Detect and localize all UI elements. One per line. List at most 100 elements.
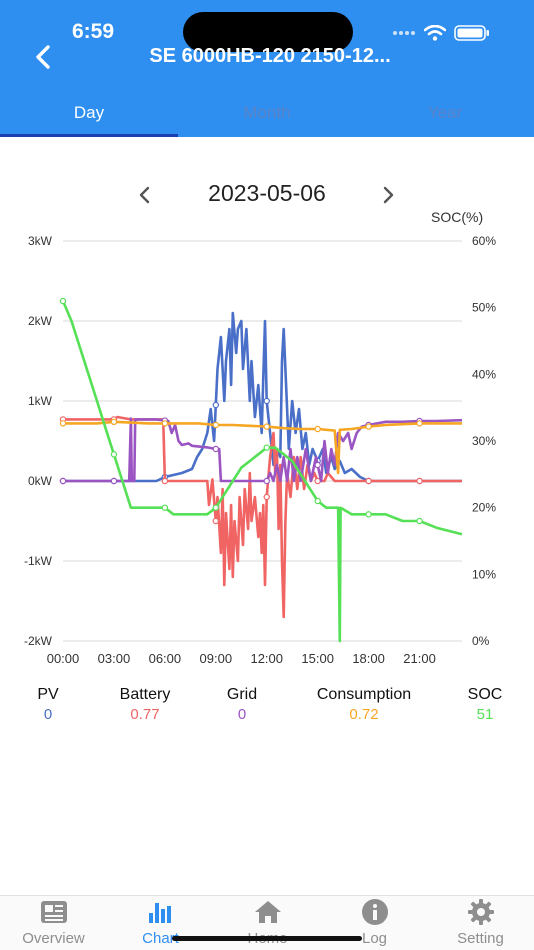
tab-year[interactable]: Year — [427, 102, 463, 122]
tab-month[interactable]: Month — [243, 102, 291, 122]
tabbar-item-setting[interactable]: Setting — [427, 898, 534, 947]
y-right-tick-label: 50% — [472, 301, 496, 315]
tabbar-label: Log — [361, 930, 388, 947]
home-icon — [254, 901, 281, 923]
legend-grid[interactable]: Grid 0 — [212, 686, 272, 723]
status-time: 6:59 — [72, 20, 115, 43]
legend-pv[interactable]: PV 0 — [20, 686, 76, 723]
x-tick-label: 18:00 — [352, 651, 385, 666]
tabbar-item-chart[interactable]: Chart — [107, 898, 214, 947]
data-point-consumption — [365, 423, 372, 430]
bar-chart-icon — [148, 903, 171, 923]
tabbar-item-overview[interactable]: Overview — [0, 898, 107, 947]
chevron-right-icon — [383, 186, 394, 204]
series-line-grid — [63, 417, 463, 483]
legend-name: SOC — [467, 686, 503, 703]
y-right-tick-label: 30% — [472, 434, 496, 448]
y-left-tick-label: 3kW — [28, 234, 53, 248]
selected-date: 2023-05-06 — [208, 180, 326, 206]
data-point-grid — [110, 477, 118, 485]
next-date-button[interactable] — [373, 180, 403, 210]
y-left-tick-label: -2kW — [24, 634, 53, 648]
data-point-grid — [314, 461, 321, 469]
y-left-tick-label: -1kW — [24, 554, 53, 568]
app-header: 6:59 SE 6000HB-120 2150-12... Day Month … — [0, 0, 534, 137]
x-tick-label: 00:00 — [47, 651, 80, 666]
signal-dots-icon — [393, 31, 415, 35]
data-point-consumption — [263, 423, 270, 430]
legend-name: PV — [37, 686, 59, 703]
legend-soc[interactable]: SOC 51 — [458, 686, 512, 723]
gear-icon — [467, 899, 494, 925]
y-left-tick-label: 1kW — [28, 394, 53, 408]
data-point-grid — [59, 477, 67, 485]
data-point-soc — [59, 297, 67, 305]
x-tick-label: 21:00 — [403, 651, 436, 666]
legend-value: 0.77 — [130, 706, 160, 723]
chevron-left-icon — [139, 186, 150, 204]
data-point-soc — [263, 444, 270, 451]
data-point-consumption — [110, 418, 118, 425]
tabbar-label: Setting — [457, 930, 504, 947]
data-point-soc — [365, 511, 372, 518]
x-tick-label: 09:00 — [200, 651, 233, 666]
x-tick-label: 03:00 — [98, 651, 131, 666]
y-right-tick-label: 0% — [472, 634, 490, 648]
data-point-soc — [110, 451, 118, 458]
legend-value: 0 — [237, 706, 247, 723]
legend-name: Battery — [119, 686, 171, 703]
page-title: SE 6000HB-120 2150-12... — [149, 45, 391, 67]
legend-battery[interactable]: Battery 0.77 — [106, 686, 184, 723]
tabbar-item-log[interactable]: Log — [321, 898, 428, 947]
tab-day[interactable]: Day — [0, 88, 178, 137]
data-point-consumption — [416, 420, 423, 427]
home-indicator — [172, 936, 362, 941]
series-line-consumption — [63, 420, 462, 475]
data-point-grid — [263, 477, 270, 485]
y-right-axis-label: SOC(%) — [431, 209, 483, 225]
legend-value: 0 — [43, 706, 53, 723]
period-tabs: Day Month Year — [0, 88, 534, 137]
data-point-pv — [263, 397, 270, 405]
data-point-consumption — [161, 420, 169, 427]
data-point-soc — [314, 497, 321, 505]
previous-date-button[interactable] — [130, 180, 160, 210]
x-tick-label: 15:00 — [301, 651, 334, 666]
y-right-tick-label: 20% — [472, 501, 496, 515]
data-point-battery — [263, 493, 270, 501]
data-point-battery — [416, 477, 423, 485]
y-right-tick-label: 60% — [472, 234, 496, 248]
x-tick-label: 06:00 — [149, 651, 182, 666]
tabbar-label: Overview — [22, 930, 85, 947]
y-left-tick-label: 0kW — [28, 474, 53, 488]
data-point-pv — [212, 401, 220, 409]
legend-consumption[interactable]: Consumption 0.72 — [300, 686, 428, 723]
series-line-pv — [63, 311, 462, 483]
bottom-tab-bar: Overview Chart Home Log — [0, 895, 534, 950]
legend-value: 51 — [476, 706, 494, 723]
energy-line-chart[interactable]: 3kW 2kW 1kW 0kW -1kW -2kW 60% 50% 40% 30% 20% 10% 0%… — [0, 200, 534, 680]
y-right-tick-label: 10% — [472, 567, 496, 581]
camera-notch — [183, 12, 353, 52]
x-tick-label: 12:00 — [250, 651, 283, 666]
newspaper-icon — [40, 901, 67, 923]
data-point-battery — [161, 477, 169, 485]
data-point-battery — [365, 477, 372, 485]
data-point-soc — [161, 504, 169, 511]
series-line-soc — [61, 300, 463, 643]
data-point-battery — [212, 517, 220, 525]
wifi-icon — [424, 25, 446, 41]
date-navigator: 2023-05-06 — [0, 178, 534, 212]
data-point-consumption — [212, 421, 220, 429]
legend-value: 0.72 — [349, 706, 379, 723]
y-left-tick-label: 2kW — [28, 314, 53, 328]
chevron-left-icon — [36, 45, 50, 69]
data-point-soc — [416, 517, 423, 525]
info-icon — [361, 899, 388, 925]
tabbar-label: Chart — [142, 930, 179, 947]
back-button[interactable] — [26, 40, 60, 74]
data-point-grid — [212, 445, 220, 453]
legend-name: Consumption — [316, 686, 412, 703]
data-point-soc — [212, 504, 220, 511]
y-right-tick-label: 40% — [472, 367, 496, 381]
